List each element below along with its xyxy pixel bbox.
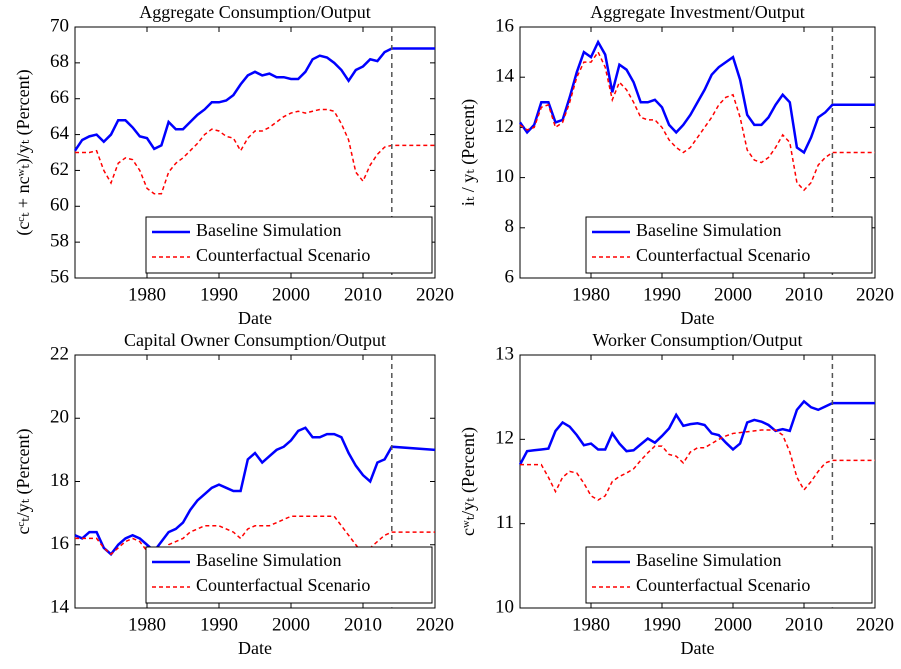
legend: Baseline Simulation Counterfactual Scenar… <box>145 546 433 604</box>
data-line <box>74 426 436 557</box>
y-tick-label: 66 <box>50 87 69 108</box>
x-tick-label: 1980 <box>572 284 610 305</box>
x-tick-label: 2010 <box>344 284 382 305</box>
y-tick-label: 60 <box>50 195 69 216</box>
data-line <box>75 515 435 559</box>
legend-label: Baseline Simulation <box>196 220 342 240</box>
y-tick-label: 8 <box>505 216 515 237</box>
subplot-title: Worker Consumption/Output <box>592 330 802 350</box>
data-line <box>519 50 875 192</box>
x-axis-label: Date <box>681 308 715 328</box>
y-tick-label: 12 <box>495 116 514 137</box>
x-axis-label: Date <box>681 638 715 658</box>
y-tick-label: 16 <box>50 533 69 554</box>
legend-box <box>145 216 433 274</box>
data-line <box>520 429 875 501</box>
subplot-title: Aggregate Consumption/Output <box>139 2 370 22</box>
x-tick-label: 2020 <box>856 284 894 305</box>
y-tick-label: 13 <box>495 343 514 364</box>
data-line <box>73 47 435 152</box>
x-tick-label: 2020 <box>416 284 454 305</box>
legend: Baseline Simulation Counterfactual Scenar… <box>585 546 873 604</box>
subplot-title: Capital Owner Consumption/Output <box>124 330 386 350</box>
legend: Baseline Simulation Counterfactual Scenar… <box>585 216 873 274</box>
y-tick-label: 62 <box>50 159 69 180</box>
y-tick-label: 11 <box>496 512 514 533</box>
subplot-title: Aggregate Investment/Output <box>590 2 804 22</box>
legend-label: Baseline Simulation <box>636 550 782 570</box>
data-line <box>518 39 875 155</box>
y-axis-label: (cᶜₜ + ncʷₜ)/yₜ (Percent) <box>13 69 34 235</box>
y-tick-label: 58 <box>50 231 69 252</box>
y-tick-label: 10 <box>495 596 514 617</box>
x-tick-label: 2000 <box>272 614 310 635</box>
data-line <box>518 399 875 466</box>
y-tick-label: 6 <box>505 266 515 287</box>
x-tick-label: 2020 <box>856 614 894 635</box>
x-axis-label: Date <box>238 638 272 658</box>
y-tick-label: 14 <box>50 596 70 617</box>
x-tick-label: 2000 <box>714 614 752 635</box>
x-tick-label: 1990 <box>200 284 238 305</box>
x-tick-label: 2020 <box>416 614 454 635</box>
legend-label: Counterfactual Scenario <box>196 575 370 595</box>
subplot: Worker Consumption/Output Date cʷₜ/yₜ (Per… <box>458 330 894 658</box>
legend-box <box>585 546 873 604</box>
x-tick-label: 2000 <box>272 284 310 305</box>
x-tick-label: 1990 <box>200 614 238 635</box>
y-tick-label: 18 <box>50 470 69 491</box>
y-axis-label: cʷₜ/yₜ (Percent) <box>458 427 479 536</box>
y-tick-label: 14 <box>495 66 515 87</box>
subplot: Aggregate Consumption/Output Date (cᶜₜ + n… <box>13 2 454 328</box>
legend-label: Baseline Simulation <box>196 550 342 570</box>
x-tick-label: 2000 <box>714 284 752 305</box>
x-tick-label: 2010 <box>785 284 823 305</box>
y-tick-label: 10 <box>495 166 514 187</box>
legend-label: Counterfactual Scenario <box>196 245 370 265</box>
legend: Baseline Simulation Counterfactual Scenar… <box>145 216 433 274</box>
y-tick-label: 56 <box>50 266 69 287</box>
y-axis-label: iₜ / yₜ (Percent) <box>458 99 479 206</box>
x-axis-label: Date <box>238 308 272 328</box>
legend-box <box>585 216 873 274</box>
x-tick-label: 1990 <box>643 614 681 635</box>
y-tick-label: 70 <box>50 15 69 36</box>
y-tick-label: 20 <box>50 407 69 428</box>
x-tick-label: 1980 <box>572 614 610 635</box>
y-axis-label: cᶜₜ/yₜ (Percent) <box>13 429 34 535</box>
y-tick-label: 16 <box>495 15 514 36</box>
y-tick-label: 12 <box>495 428 514 449</box>
x-tick-label: 2010 <box>344 614 382 635</box>
legend-box <box>145 546 433 604</box>
legend-label: Counterfactual Scenario <box>636 245 810 265</box>
x-tick-label: 1980 <box>128 284 166 305</box>
x-tick-label: 1990 <box>643 284 681 305</box>
y-tick-label: 68 <box>50 51 69 72</box>
legend-label: Counterfactual Scenario <box>636 575 810 595</box>
y-tick-label: 22 <box>50 343 69 364</box>
x-tick-label: 2010 <box>785 614 823 635</box>
x-tick-label: 1980 <box>128 614 166 635</box>
subplot: Aggregate Investment/Output Date iₜ / yₜ (… <box>458 2 894 328</box>
legend-label: Baseline Simulation <box>636 220 782 240</box>
y-tick-label: 64 <box>50 123 70 144</box>
subplot: Capital Owner Consumption/Output Date cᶜₜ/… <box>13 330 454 658</box>
